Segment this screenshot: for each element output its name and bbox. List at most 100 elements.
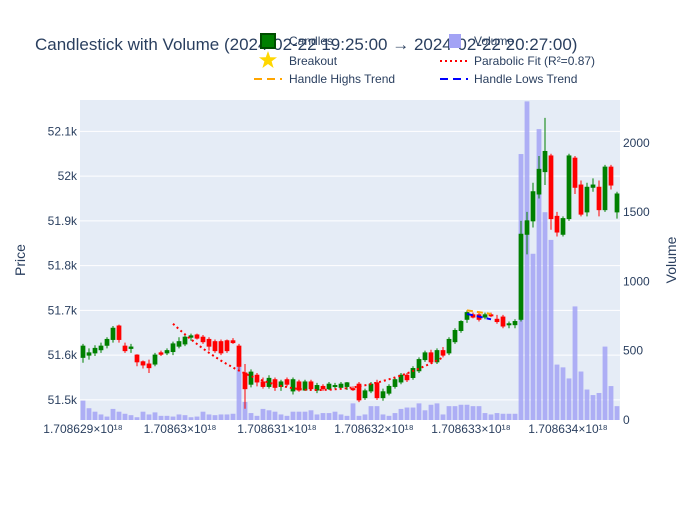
volume-bar bbox=[278, 414, 284, 420]
volume-bar bbox=[122, 413, 128, 420]
candle bbox=[140, 360, 146, 369]
candle-body bbox=[578, 184, 584, 215]
candle-body bbox=[356, 383, 362, 401]
candle bbox=[122, 342, 128, 353]
x-tick-label: 1.708632×10¹⁸ bbox=[334, 422, 413, 436]
candle bbox=[290, 377, 296, 395]
candle-body bbox=[614, 193, 620, 213]
y-tick-label: 51.7k bbox=[48, 303, 78, 317]
candle-body bbox=[320, 385, 326, 390]
candle-body bbox=[284, 379, 290, 385]
candle bbox=[344, 381, 350, 391]
volume-bar bbox=[110, 408, 116, 420]
volume-bar bbox=[344, 415, 350, 420]
candle-body bbox=[530, 191, 536, 222]
candle-body bbox=[374, 382, 380, 399]
candle-body bbox=[434, 350, 440, 363]
volume-bar bbox=[536, 129, 542, 420]
candle-body bbox=[146, 363, 152, 369]
candle-body bbox=[542, 150, 548, 173]
candle-body bbox=[440, 350, 446, 356]
candle bbox=[218, 339, 224, 356]
x-tick-label: 1.70863×10¹⁸ bbox=[144, 422, 217, 436]
candle-body bbox=[134, 354, 140, 363]
candle bbox=[608, 164, 614, 190]
candle bbox=[572, 155, 578, 194]
volume-bar bbox=[80, 400, 86, 420]
volume-bar bbox=[476, 406, 482, 420]
volume-bar bbox=[398, 408, 404, 420]
candle-body bbox=[314, 385, 320, 391]
volume-bar bbox=[590, 395, 596, 420]
volume-bar bbox=[530, 253, 536, 420]
candle bbox=[416, 357, 422, 374]
candle-body bbox=[110, 327, 116, 340]
candle bbox=[260, 377, 266, 389]
candle bbox=[98, 342, 104, 353]
candle bbox=[506, 321, 512, 329]
volume-bar bbox=[176, 414, 182, 420]
candle bbox=[296, 379, 302, 392]
candle bbox=[548, 153, 554, 230]
candle bbox=[542, 117, 548, 186]
volume-bar bbox=[134, 417, 140, 420]
candle bbox=[80, 343, 86, 363]
candle bbox=[338, 381, 344, 389]
candle-body bbox=[158, 352, 164, 355]
volume-bar bbox=[86, 408, 92, 420]
volume-bar bbox=[332, 411, 338, 420]
candle-body bbox=[494, 318, 500, 323]
y-axis-label: Price bbox=[12, 244, 28, 276]
volume-bar bbox=[218, 414, 224, 420]
candle bbox=[170, 341, 176, 356]
candle bbox=[614, 191, 620, 219]
candle-body bbox=[326, 383, 332, 390]
volume-bar bbox=[512, 413, 518, 420]
legend-item-parabolic[interactable]: Parabolic Fit (R²=0.87) bbox=[440, 54, 595, 68]
candle bbox=[164, 348, 170, 356]
candle-body bbox=[350, 388, 356, 391]
candle bbox=[530, 182, 536, 228]
candle-body bbox=[224, 340, 230, 352]
legend-item-handle-highs[interactable]: Handle Highs Trend bbox=[254, 72, 395, 86]
volume-bar bbox=[464, 404, 470, 420]
volume-bar bbox=[158, 415, 164, 420]
legend-item-handle-lows[interactable]: Handle Lows Trend bbox=[440, 72, 577, 86]
candle bbox=[128, 343, 134, 353]
volume-bar bbox=[308, 410, 314, 420]
candle-body bbox=[584, 186, 590, 213]
candle-body bbox=[464, 312, 470, 320]
candle-body bbox=[560, 218, 566, 235]
volume-bar bbox=[368, 406, 374, 420]
volume-bar bbox=[380, 414, 386, 420]
volume-bar bbox=[296, 411, 302, 420]
candle-body bbox=[380, 391, 386, 399]
candle-body bbox=[98, 345, 104, 351]
candle bbox=[566, 153, 572, 221]
candle-body bbox=[86, 352, 92, 356]
candle-body bbox=[200, 336, 206, 343]
volume-bar bbox=[362, 414, 368, 420]
candle-body bbox=[296, 381, 302, 391]
y2-tick-label: 0 bbox=[623, 413, 630, 427]
candle-body bbox=[554, 215, 560, 233]
legend-label-candles: Candles bbox=[289, 34, 333, 48]
candle-body bbox=[116, 325, 122, 340]
candle-body bbox=[392, 379, 398, 387]
candle-body bbox=[140, 361, 146, 366]
legend-item-candles[interactable]: Candles bbox=[260, 33, 333, 49]
volume-bar bbox=[386, 415, 392, 420]
candle bbox=[104, 337, 110, 349]
y-tick-label: 51.9k bbox=[48, 214, 78, 228]
candle bbox=[512, 319, 518, 329]
candle-body bbox=[416, 359, 422, 372]
candle bbox=[362, 388, 368, 400]
volume-bar bbox=[338, 414, 344, 420]
volume-bar bbox=[266, 410, 272, 420]
candle bbox=[146, 359, 152, 374]
candle bbox=[314, 382, 320, 394]
legend-item-volume[interactable]: Volume bbox=[449, 34, 514, 48]
candle bbox=[182, 334, 188, 347]
y-tick-label: 52.1k bbox=[48, 124, 78, 138]
legend-item-breakout[interactable]: Breakout bbox=[259, 51, 338, 68]
